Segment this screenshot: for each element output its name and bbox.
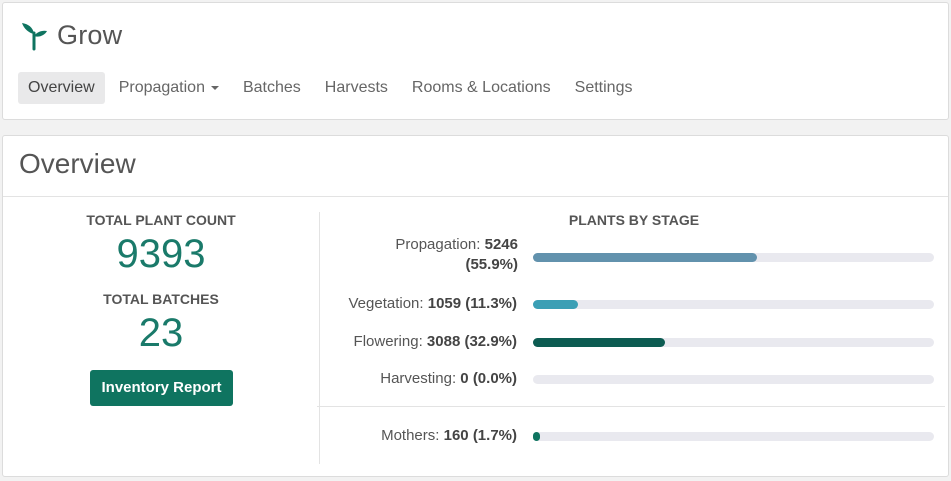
stage-percent: (32.9%) bbox=[464, 333, 517, 350]
nav-item-label: Propagation bbox=[118, 79, 205, 96]
stage-count: 0 bbox=[460, 370, 469, 387]
total-batches-label: TOTAL BATCHES bbox=[103, 291, 219, 307]
title-divider bbox=[3, 196, 948, 197]
caret-down-icon bbox=[210, 85, 219, 90]
stage-bar-fill bbox=[533, 432, 540, 441]
stage-count: 160 bbox=[443, 427, 469, 444]
main-nav: Overview Propagation Batches Harvests Ro… bbox=[18, 72, 646, 104]
stage-percent: (11.3%) bbox=[465, 295, 517, 312]
stage-label: Harvesting: 0 (0.0%) bbox=[257, 369, 517, 389]
stage-name: Propagation: bbox=[395, 236, 481, 253]
nav-item-label: Settings bbox=[574, 79, 633, 96]
stage-percent: (0.0%) bbox=[472, 370, 517, 387]
nav-item-rooms-locations[interactable]: Rooms & Locations bbox=[402, 72, 561, 104]
stage-bar-fill bbox=[533, 338, 665, 347]
stage-name: Vegetation: bbox=[348, 295, 424, 312]
stage-count: 1059 bbox=[427, 295, 462, 312]
mothers-divider bbox=[317, 406, 945, 407]
stage-bar-track bbox=[533, 253, 934, 262]
stage-label: Vegetation: 1059 (11.3%) bbox=[257, 294, 518, 314]
nav-item-overview[interactable]: Overview bbox=[18, 72, 105, 104]
nav-item-label: Harvests bbox=[324, 79, 388, 96]
stage-name: Flowering: bbox=[353, 333, 423, 350]
total-plant-count-label: TOTAL PLANT COUNT bbox=[86, 212, 236, 228]
plants-by-stage-title: PLANTS BY STAGE bbox=[568, 212, 700, 228]
nav-item-settings[interactable]: Settings bbox=[565, 72, 643, 104]
total-plant-count-value: 9393 bbox=[116, 232, 206, 276]
stage-count: 3088 bbox=[426, 333, 461, 350]
stage-name: Mothers: bbox=[381, 427, 440, 444]
stage-name: Harvesting: bbox=[380, 370, 457, 387]
sprout-icon bbox=[22, 23, 47, 51]
stage-label: Mothers: 160 (1.7%) bbox=[257, 426, 517, 446]
stage-count: 5246 bbox=[484, 236, 518, 253]
app-name: Grow bbox=[57, 19, 123, 50]
stage-label: Propagation: 5246 (55.9%) bbox=[318, 235, 518, 275]
stage-bar-track bbox=[533, 432, 934, 441]
overview-card: Overview TOTAL PLANT COUNT 9393 TOTAL BA… bbox=[2, 135, 949, 477]
nav-item-label: Rooms & Locations bbox=[411, 79, 551, 96]
stage-bar-track bbox=[533, 300, 934, 309]
nav-item-batches[interactable]: Batches bbox=[233, 72, 311, 104]
stage-bar-track bbox=[533, 375, 934, 384]
inventory-report-button[interactable]: Inventory Report bbox=[90, 370, 233, 406]
brand[interactable]: Grow bbox=[19, 19, 122, 51]
stage-bar-track bbox=[533, 338, 934, 347]
nav-item-propagation[interactable]: Propagation bbox=[109, 72, 229, 104]
page-title: Overview bbox=[19, 148, 136, 179]
stage-percent: (55.9%) bbox=[465, 256, 518, 273]
stage-bar-fill bbox=[533, 253, 758, 262]
column-divider bbox=[319, 212, 320, 464]
total-batches-value: 23 bbox=[138, 311, 184, 355]
nav-item-harvests[interactable]: Harvests bbox=[315, 72, 398, 104]
stage-percent: (1.7%) bbox=[472, 427, 517, 444]
stage-label: Flowering: 3088 (32.9%) bbox=[257, 332, 517, 352]
nav-item-label: Batches bbox=[242, 79, 301, 96]
header-card: Grow Overview Propagation Batches Harves… bbox=[2, 2, 949, 120]
stage-bar-fill bbox=[533, 300, 579, 309]
nav-item-label: Overview bbox=[28, 79, 95, 96]
